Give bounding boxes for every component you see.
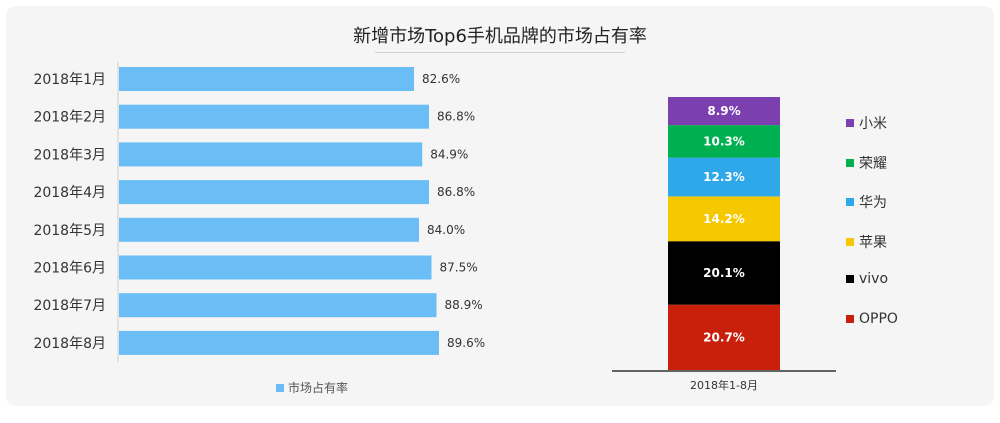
- title-underline: [375, 52, 625, 53]
- legend-label: 荣耀: [859, 155, 887, 172]
- legend-swatch: [846, 158, 854, 167]
- legend-item-vivo: vivo: [846, 271, 888, 287]
- stack-segment-荣耀: [668, 125, 780, 158]
- stack-segment-小米: [668, 97, 780, 126]
- legend-item-小米: 小米: [846, 113, 887, 133]
- bar: [119, 142, 423, 167]
- bar: [119, 255, 432, 280]
- data-label: 87.5%: [440, 261, 478, 275]
- category-label: 2018年5月: [33, 223, 106, 239]
- category-label: 2018年4月: [33, 185, 106, 201]
- bar: [119, 330, 439, 355]
- legend-item-荣耀: 荣耀: [846, 153, 887, 173]
- segment-label: 8.9%: [707, 104, 740, 118]
- legend-label: 苹果: [859, 234, 887, 251]
- bar: [119, 293, 437, 318]
- legend-swatch: [846, 275, 854, 283]
- stack-segment-OPPO: [668, 304, 780, 370]
- bar: [119, 217, 419, 242]
- data-label: 86.8%: [437, 185, 475, 199]
- bar: [119, 180, 429, 205]
- bar-legend: 市场占有率: [276, 379, 348, 396]
- stack-segment-华为: [668, 157, 780, 197]
- stack-segment-苹果: [668, 196, 780, 242]
- category-label: 2018年7月: [33, 298, 106, 314]
- chart-title: 新增市场Top6手机品牌的市场占有率: [353, 26, 647, 47]
- bar: [119, 104, 429, 129]
- category-label: 2018年1月: [33, 72, 106, 88]
- data-label: 86.8%: [437, 110, 475, 124]
- data-label: 84.0%: [427, 223, 465, 237]
- legend-label: 小米: [859, 116, 887, 132]
- data-label: 88.9%: [445, 298, 483, 312]
- legend-label: vivo: [859, 271, 889, 287]
- legend-item-苹果: 苹果: [846, 232, 887, 252]
- legend-swatch: [276, 383, 284, 392]
- legend-label: 市场占有率: [288, 381, 349, 395]
- category-label: 2018年8月: [33, 336, 106, 352]
- legend-label: OPPO: [859, 310, 898, 327]
- legend-swatch: [846, 237, 854, 246]
- legend-swatch: [846, 198, 854, 206]
- data-label: 84.9%: [430, 147, 468, 161]
- category-label: 2018年1-8月: [690, 378, 758, 392]
- legend-swatch: [846, 119, 854, 127]
- segment-label: 10.3%: [703, 134, 745, 148]
- legend-label: 华为: [859, 195, 887, 211]
- data-label: 89.6%: [447, 336, 485, 350]
- legend-swatch: [846, 314, 854, 323]
- data-label: 82.6%: [422, 72, 460, 86]
- category-label: 2018年3月: [33, 147, 106, 163]
- legend-item-OPPO: OPPO: [846, 311, 898, 327]
- legend-item-华为: 华为: [846, 192, 887, 212]
- segment-label: 14.2%: [703, 212, 745, 226]
- stack-segment-vivo: [668, 241, 780, 305]
- segment-label: 20.7%: [703, 330, 745, 344]
- category-label: 2018年6月: [33, 261, 106, 277]
- segment-label: 12.3%: [703, 170, 745, 184]
- category-label: 2018年2月: [33, 110, 106, 126]
- bar: [119, 67, 414, 91]
- segment-label: 20.1%: [703, 266, 745, 280]
